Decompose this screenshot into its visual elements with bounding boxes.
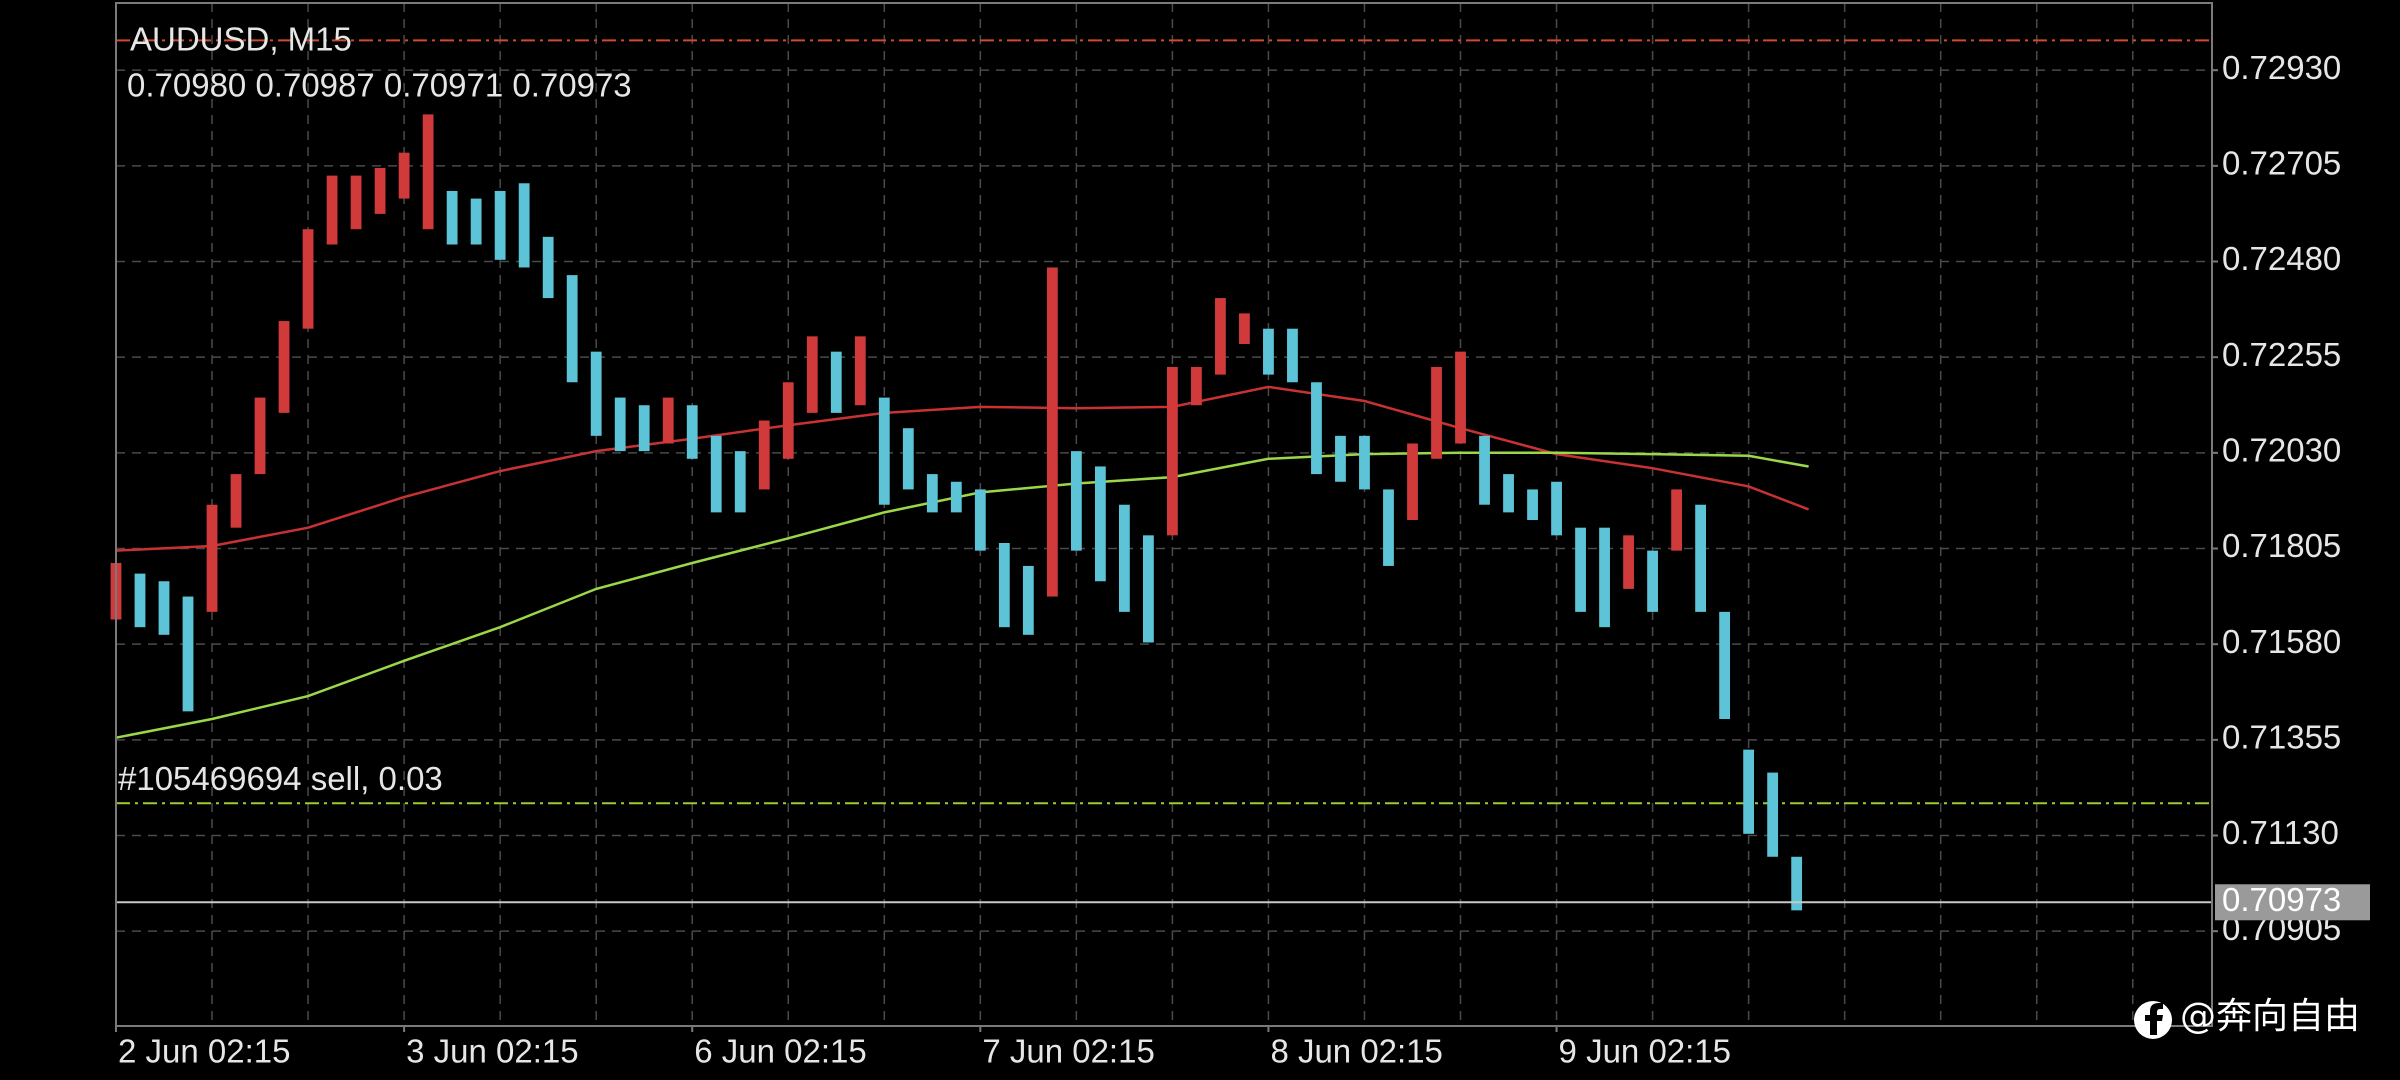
price-bar (1767, 772, 1779, 857)
price-bar (374, 167, 386, 214)
moving-average (115, 385, 1810, 552)
price-bar (1647, 550, 1658, 612)
y-tick-label: 0.71580 (2222, 623, 2341, 660)
price-bar (1743, 749, 1755, 834)
price-bar (1671, 489, 1682, 551)
price-bar (854, 336, 866, 406)
price-bar (134, 573, 146, 628)
chart-title: AUDUSD, M15 (130, 21, 352, 58)
price-bar (158, 581, 170, 635)
current-price-label: 0.70973 (2222, 881, 2341, 918)
price-bar (1527, 489, 1538, 521)
price-bar (1431, 366, 1442, 459)
price-bar (1335, 435, 1346, 482)
price-bar (1094, 466, 1106, 582)
price-bar (1022, 565, 1034, 635)
price-bar (926, 474, 938, 513)
price-bar (830, 351, 842, 413)
price-bar (1599, 527, 1610, 628)
price-bar (806, 336, 818, 413)
y-tick-label: 0.72030 (2222, 432, 2341, 469)
price-bar (1287, 328, 1298, 383)
price-bar (1503, 474, 1514, 513)
price-bar (710, 435, 722, 513)
price-bar (1263, 328, 1274, 375)
price-bar (254, 397, 266, 475)
watermark: @奔向自由 (2134, 996, 2360, 1039)
plot-frame (115, 2, 2213, 1027)
price-bar (1623, 535, 1634, 589)
x-tick-label: 7 Jun 02:15 (982, 1033, 1154, 1070)
price-bar (1695, 504, 1707, 612)
y-tick-label: 0.72930 (2222, 49, 2341, 86)
price-bar (878, 397, 890, 505)
x-tick-label: 6 Jun 02:15 (694, 1033, 866, 1070)
price-bar (902, 428, 914, 490)
price-bar (1311, 382, 1322, 475)
price-bar (326, 175, 338, 245)
plot-area (110, 3, 2212, 1026)
price-bar (1791, 856, 1803, 911)
price-bar (1719, 611, 1731, 720)
price-bar (542, 236, 554, 299)
price-bar (1551, 481, 1562, 536)
price-bar (638, 405, 650, 452)
price-bar (1359, 435, 1370, 490)
watermark-icon-glyph (2145, 1003, 2163, 1035)
price-bar (974, 489, 986, 551)
price-bar (1383, 489, 1394, 566)
price-bar (1070, 451, 1082, 551)
price-bar (1455, 351, 1466, 444)
price-bar (1167, 366, 1178, 536)
price-bar (590, 351, 602, 436)
price-bar (518, 183, 530, 268)
price-bar (350, 175, 362, 230)
price-bar (494, 190, 506, 260)
price-bar (734, 451, 746, 513)
y-tick-label: 0.72480 (2222, 240, 2341, 277)
price-bar (614, 397, 626, 452)
price-bar (398, 152, 410, 199)
price-bar (1142, 535, 1154, 643)
price-bar (206, 504, 218, 612)
order-label: #105469694 sell, 0.03 (118, 760, 443, 797)
price-bar (446, 190, 458, 245)
price-bar (1575, 527, 1586, 612)
watermark-text: @奔向自由 (2180, 996, 2360, 1037)
price-bar (302, 229, 314, 329)
price-bar (950, 481, 962, 513)
price-bar (230, 474, 242, 528)
x-tick-label: 8 Jun 02:15 (1270, 1033, 1442, 1070)
price-bar (782, 382, 794, 459)
price-bar (758, 420, 770, 490)
y-tick-label: 0.71805 (2222, 527, 2341, 564)
price-bar (1239, 313, 1250, 344)
price-bar (1407, 443, 1418, 521)
x-tick-label: 3 Jun 02:15 (406, 1033, 578, 1070)
y-tick-label: 0.71355 (2222, 719, 2341, 756)
price-bar (1479, 435, 1490, 505)
price-bar (1118, 504, 1130, 612)
price-bar (1046, 267, 1058, 597)
price-bar (422, 114, 434, 230)
price-bar (1191, 366, 1202, 406)
price-bar (662, 397, 674, 444)
y-tick-label: 0.71130 (2222, 814, 2339, 851)
current-price-box (2215, 884, 2370, 921)
price-bar (686, 405, 698, 459)
price-bar (470, 198, 482, 245)
x-tick-label: 2 Jun 02:15 (118, 1033, 290, 1070)
price-bar (566, 275, 578, 383)
price-bar (998, 542, 1010, 628)
ohlc-readout: 0.70980 0.70987 0.70971 0.70973 (127, 67, 632, 104)
y-tick-label: 0.72255 (2222, 336, 2341, 373)
price-bar (182, 596, 194, 712)
price-bar (1215, 298, 1226, 375)
x-tick-label: 9 Jun 02:15 (1559, 1033, 1731, 1070)
price-bar (278, 321, 290, 413)
y-tick-label: 0.72705 (2222, 145, 2341, 182)
